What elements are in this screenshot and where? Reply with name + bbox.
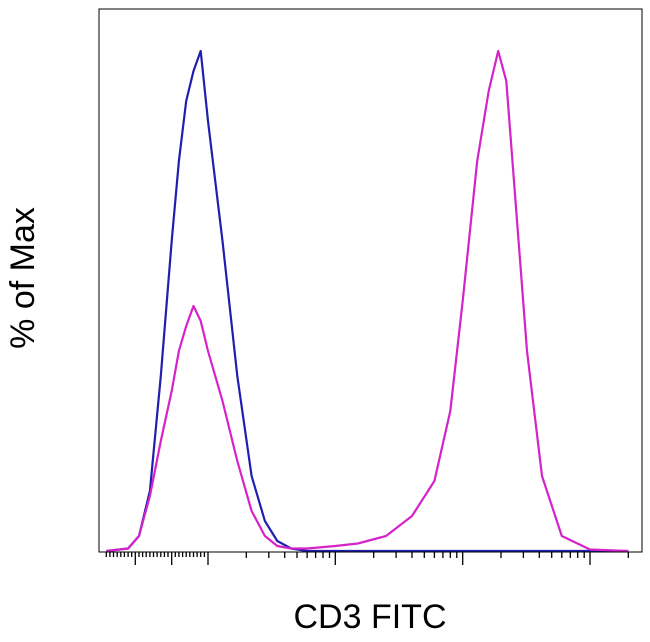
x-axis-title: CD3 FITC xyxy=(294,598,447,636)
series-layer xyxy=(106,49,629,553)
y-axis-title: % of Max xyxy=(4,207,42,349)
x-axis-ticks xyxy=(105,552,629,565)
plot-frame xyxy=(98,8,643,553)
series-line-1 xyxy=(106,49,629,553)
series-line-2 xyxy=(106,49,629,553)
